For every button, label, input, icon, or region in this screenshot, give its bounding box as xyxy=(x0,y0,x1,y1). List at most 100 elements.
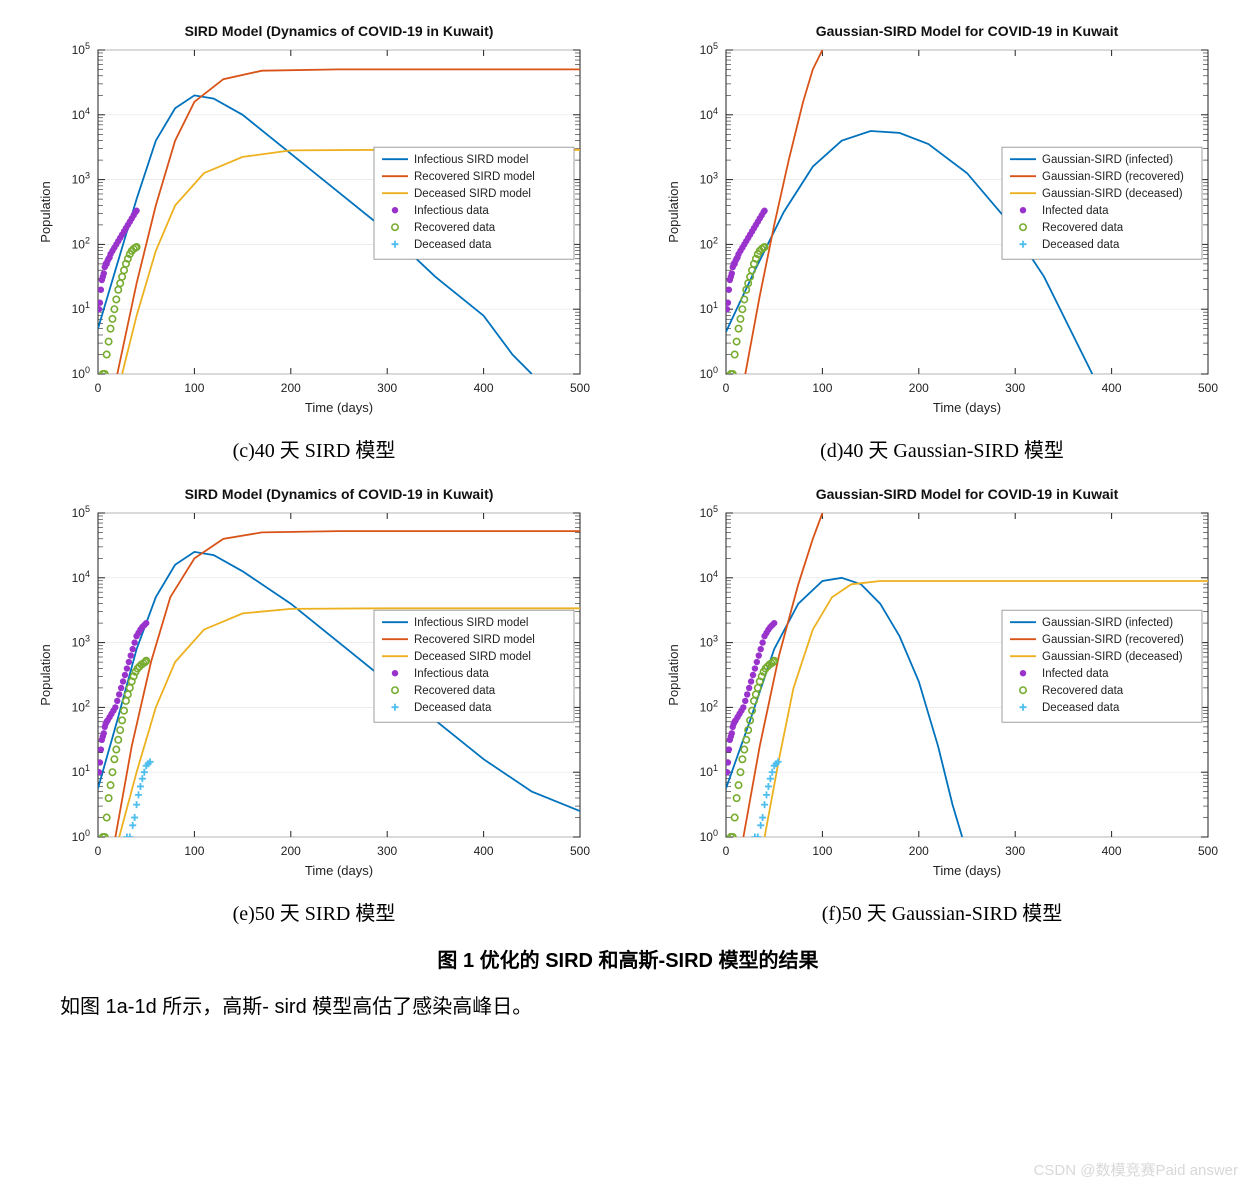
infectious-point xyxy=(752,665,758,671)
svg-text:100: 100 xyxy=(184,844,204,858)
infectious-point xyxy=(759,639,765,645)
svg-text:Gaussian-SIRD Model for COVID-: Gaussian-SIRD Model for COVID-19 in Kuwa… xyxy=(816,486,1119,502)
infectious-point xyxy=(750,672,756,678)
legend-label: Deceased data xyxy=(414,239,492,251)
svg-text:SIRD Model (Dynamics of COVID-: SIRD Model (Dynamics of COVID-19 in Kuwa… xyxy=(185,486,494,502)
svg-text:300: 300 xyxy=(1005,844,1025,858)
svg-text:Population: Population xyxy=(666,181,681,242)
infectious-point xyxy=(114,698,120,704)
chart-d-cell: 1001011021031041050100200300400500Gaussi… xyxy=(648,20,1236,473)
infectious-point xyxy=(742,698,748,704)
svg-text:500: 500 xyxy=(1198,381,1218,395)
svg-text:Population: Population xyxy=(38,181,53,242)
svg-text:104: 104 xyxy=(72,106,90,122)
svg-text:Time (days): Time (days) xyxy=(933,863,1001,878)
infectious-point xyxy=(118,685,124,691)
legend-label: Recovered SIRD model xyxy=(414,171,535,183)
legend-label: Deceased data xyxy=(1042,239,1120,251)
legend-label: Infected data xyxy=(1042,668,1109,680)
infectious-point xyxy=(746,685,752,691)
infectious-point xyxy=(726,746,732,752)
infectious-point xyxy=(116,691,122,697)
svg-text:200: 200 xyxy=(909,844,929,858)
infectious-point xyxy=(98,746,104,752)
infectious-point xyxy=(96,769,102,775)
svg-text:SIRD Model (Dynamics of COVID-: SIRD Model (Dynamics of COVID-19 in Kuwa… xyxy=(185,23,494,39)
infectious-point xyxy=(133,208,139,214)
svg-text:100: 100 xyxy=(812,381,832,395)
svg-text:103: 103 xyxy=(700,634,718,650)
infectious-point xyxy=(112,704,118,710)
infectious-point xyxy=(130,646,136,652)
infectious-point xyxy=(724,769,730,775)
svg-text:101: 101 xyxy=(72,300,90,316)
legend-label: Infectious SIRD model xyxy=(414,617,528,629)
legend-label: Recovered data xyxy=(414,222,496,234)
caption-f: (f)50 天 Gaussian-SIRD 模型 xyxy=(822,897,1063,926)
svg-text:500: 500 xyxy=(570,844,590,858)
svg-text:101: 101 xyxy=(72,763,90,779)
svg-text:103: 103 xyxy=(72,171,90,187)
svg-text:0: 0 xyxy=(723,381,730,395)
svg-text:Time (days): Time (days) xyxy=(933,400,1001,415)
svg-text:104: 104 xyxy=(700,106,718,122)
infectious-point xyxy=(143,620,149,626)
legend-label: Gaussian-SIRD (recovered) xyxy=(1042,634,1184,646)
infectious-point xyxy=(122,672,128,678)
svg-text:200: 200 xyxy=(281,844,301,858)
infectious-point xyxy=(756,652,762,658)
svg-text:Population: Population xyxy=(666,644,681,705)
svg-text:101: 101 xyxy=(700,763,718,779)
legend-label: Deceased SIRD model xyxy=(414,651,531,663)
legend-label: Infectious data xyxy=(414,205,489,217)
svg-text:104: 104 xyxy=(700,569,718,585)
svg-text:102: 102 xyxy=(700,698,718,714)
infectious-point xyxy=(101,270,107,276)
svg-text:100: 100 xyxy=(72,828,90,844)
infectious-point xyxy=(96,306,102,312)
chart-f-cell: 1001011021031041050100200300400500Gaussi… xyxy=(648,483,1236,936)
infectious-point xyxy=(120,678,126,684)
svg-text:500: 500 xyxy=(570,381,590,395)
svg-text:300: 300 xyxy=(1005,381,1025,395)
infectious-point xyxy=(744,691,750,697)
chart-e-cell: 1001011021031041050100200300400500SIRD M… xyxy=(20,483,608,936)
chart-c-cell: 1001011021031041050100200300400500SIRD M… xyxy=(20,20,608,473)
infectious-point xyxy=(754,659,760,665)
infectious-point xyxy=(128,652,134,658)
legend-label: Gaussian-SIRD (infected) xyxy=(1042,617,1173,629)
svg-text:105: 105 xyxy=(700,41,718,57)
chart-f: 1001011021031041050100200300400500Gaussi… xyxy=(662,483,1222,883)
svg-text:400: 400 xyxy=(1102,381,1122,395)
caption-c: (c)40 天 SIRD 模型 xyxy=(233,434,396,463)
legend-label: Deceased data xyxy=(1042,702,1120,714)
svg-text:105: 105 xyxy=(72,504,90,520)
infectious-point xyxy=(724,306,730,312)
svg-text:400: 400 xyxy=(474,844,494,858)
svg-text:0: 0 xyxy=(723,844,730,858)
svg-text:Population: Population xyxy=(38,644,53,705)
legend-label: Infected data xyxy=(1042,205,1109,217)
infectious-point xyxy=(748,678,754,684)
caption-d: (d)40 天 Gaussian-SIRD 模型 xyxy=(820,434,1064,463)
svg-text:103: 103 xyxy=(700,171,718,187)
svg-text:100: 100 xyxy=(700,828,718,844)
infectious-point xyxy=(101,730,107,736)
figure-caption: 图 1 优化的 SIRD 和高斯-SIRD 模型的结果 xyxy=(20,944,1236,973)
legend-label: Recovered SIRD model xyxy=(414,634,535,646)
infectious-point xyxy=(726,287,732,293)
svg-text:500: 500 xyxy=(1198,844,1218,858)
svg-text:Gaussian-SIRD Model for COVID-: Gaussian-SIRD Model for COVID-19 in Kuwa… xyxy=(816,23,1119,39)
svg-text:100: 100 xyxy=(184,381,204,395)
svg-text:100: 100 xyxy=(700,365,718,381)
svg-text:Time (days): Time (days) xyxy=(305,863,373,878)
legend-label: Infectious data xyxy=(414,668,489,680)
chart-e: 1001011021031041050100200300400500SIRD M… xyxy=(34,483,594,883)
svg-text:105: 105 xyxy=(700,504,718,520)
infectious-point xyxy=(771,620,777,626)
chart-grid: 100 101 102 103 104 105 0 100 200 300 400 500 SIRD M… xyxy=(20,20,1236,936)
svg-text:200: 200 xyxy=(281,381,301,395)
svg-text:400: 400 xyxy=(474,381,494,395)
chart-d: 1001011021031041050100200300400500Gaussi… xyxy=(662,20,1222,420)
legend-label: Deceased SIRD model xyxy=(414,188,531,200)
